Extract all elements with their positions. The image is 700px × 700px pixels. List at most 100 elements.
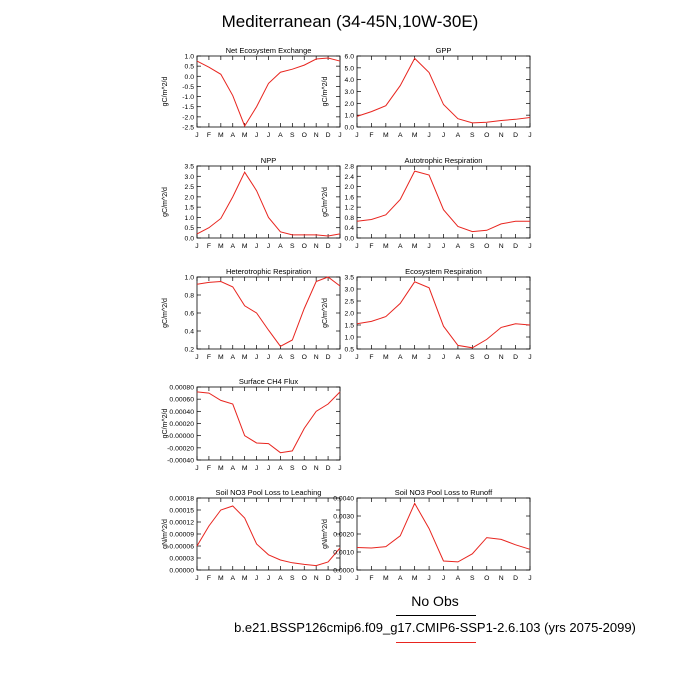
- x-tick-label: D: [513, 354, 518, 361]
- x-tick-label: M: [218, 465, 224, 472]
- x-tick-label: O: [302, 465, 307, 472]
- plot-frame: [356, 55, 531, 128]
- x-tick-label: M: [242, 132, 248, 139]
- y-tick-label: 2.0: [345, 101, 355, 108]
- y-tick-label: 0.8: [185, 293, 195, 300]
- y-tick-label: 0.0: [345, 236, 355, 243]
- y-tick-label: -0.00040: [167, 458, 194, 465]
- y-tick-label: 5.0: [345, 65, 355, 72]
- y-tick-label: 0.00000: [169, 433, 194, 440]
- y-axis-label: gC/m^2/d: [162, 298, 169, 328]
- y-tick-label: 0.8: [345, 215, 355, 222]
- y-tick-label: 3.0: [345, 89, 355, 96]
- x-tick-label: A: [398, 575, 403, 582]
- y-tick-label: 1.6: [345, 194, 355, 201]
- y-tick-label: 2.0: [345, 184, 355, 191]
- x-tick-label: J: [528, 243, 531, 250]
- x-tick-label: J: [338, 132, 341, 139]
- x-tick-label: F: [369, 354, 373, 361]
- y-tick-label: 2.0: [185, 194, 195, 201]
- x-tick-label: O: [302, 575, 307, 582]
- x-tick-label: J: [528, 575, 531, 582]
- x-tick-label: J: [427, 575, 430, 582]
- y-axis-label: gC/m^2/d: [162, 409, 169, 439]
- x-tick-label: M: [412, 132, 418, 139]
- x-tick-label: F: [369, 575, 373, 582]
- chart-panel-9: Soil NO3 Pool Loss to Runoff gN/m^2/d 0.00…: [322, 488, 532, 582]
- y-tick-label: 3.5: [185, 164, 195, 171]
- series-line: [196, 505, 341, 567]
- x-tick-label: D: [326, 243, 331, 250]
- y-tick-label: 0.0: [185, 236, 195, 243]
- x-tick-label: J: [267, 354, 270, 361]
- x-tick-label: S: [290, 465, 295, 472]
- chart-panel-1: Net Ecosystem Exchange gC/m^2/d 1.0 0.5 0.0 -…: [162, 46, 342, 139]
- x-tick-label: F: [369, 243, 373, 250]
- x-tick-label: A: [456, 243, 461, 250]
- y-tick-label: 2.5: [345, 299, 355, 306]
- x-tick-label: N: [314, 132, 319, 139]
- x-tick-label: J: [195, 465, 198, 472]
- x-tick-label: J: [255, 354, 258, 361]
- y-tick-label: -1.5: [182, 104, 194, 111]
- x-tick-label: S: [290, 354, 295, 361]
- plot-frame: [196, 276, 341, 350]
- obs-label: No Obs: [411, 593, 459, 609]
- plot-frame: [356, 165, 531, 239]
- x-tick-label: J: [267, 132, 270, 139]
- y-tick-label: 0.4: [345, 225, 355, 232]
- x-tick-label: A: [230, 575, 235, 582]
- x-tick-label: M: [412, 354, 418, 361]
- x-tick-label: M: [383, 354, 389, 361]
- y-tick-label: 3.0: [185, 174, 195, 181]
- x-tick-label: O: [484, 243, 489, 250]
- y-tick-label: 6.0: [345, 54, 355, 61]
- plot-frame: [196, 386, 341, 461]
- x-tick-label: O: [302, 132, 307, 139]
- x-tick-label: J: [195, 575, 198, 582]
- y-tick-label: 0.0: [345, 125, 355, 132]
- x-tick-label: A: [398, 132, 403, 139]
- x-tick-label: S: [470, 575, 475, 582]
- x-tick-label: A: [230, 465, 235, 472]
- x-tick-label: S: [470, 243, 475, 250]
- y-tick-label: 0.00040: [169, 409, 194, 416]
- x-tick-label: N: [499, 132, 504, 139]
- series-line: [196, 391, 341, 454]
- x-tick-label: F: [207, 132, 211, 139]
- panel-title: Ecosystem Respiration: [405, 267, 482, 276]
- y-tick-label: -2.0: [182, 114, 194, 121]
- y-tick-label: 1.0: [345, 113, 355, 120]
- x-tick-label: D: [326, 132, 331, 139]
- y-tick-label: 0.0040: [333, 496, 354, 503]
- panel-title: NPP: [261, 156, 276, 165]
- y-tick-label: 1.5: [185, 205, 195, 212]
- chart-panel-5: Heterotrophic Respiration gC/m^2/d 1.0 0.8 0…: [162, 267, 342, 361]
- x-tick-label: M: [218, 354, 224, 361]
- x-tick-label: M: [383, 575, 389, 582]
- y-tick-label: 0.0010: [333, 550, 354, 557]
- x-tick-label: S: [470, 354, 475, 361]
- plot-frame: [196, 497, 341, 571]
- chart-panel-8: Soil NO3 Pool Loss to LeachinggN/m^2/d0.…: [162, 488, 342, 582]
- series-line: [356, 170, 530, 233]
- x-tick-label: M: [242, 575, 248, 582]
- x-tick-label: N: [499, 354, 504, 361]
- panel-title: Soil NO3 Pool Loss to Leaching: [216, 488, 322, 497]
- x-tick-label: A: [278, 575, 283, 582]
- series-line: [356, 281, 531, 349]
- y-tick-label: 0.00006: [169, 544, 194, 551]
- y-tick-label: -0.00020: [167, 445, 194, 452]
- panel-title: Net Ecosystem Exchange: [226, 46, 312, 55]
- x-tick-label: J: [442, 354, 445, 361]
- series-line: [356, 57, 531, 124]
- y-tick-label: 1.0: [185, 54, 195, 61]
- x-tick-label: A: [398, 243, 403, 250]
- x-tick-label: J: [528, 354, 531, 361]
- chart-panel-6: Ecosystem Respiration gC/m^2/d 3.5 3.0 2.5 2.…: [322, 267, 532, 361]
- x-tick-label: S: [290, 575, 295, 582]
- x-tick-label: J: [427, 243, 430, 250]
- y-tick-label: 0.4: [185, 329, 195, 336]
